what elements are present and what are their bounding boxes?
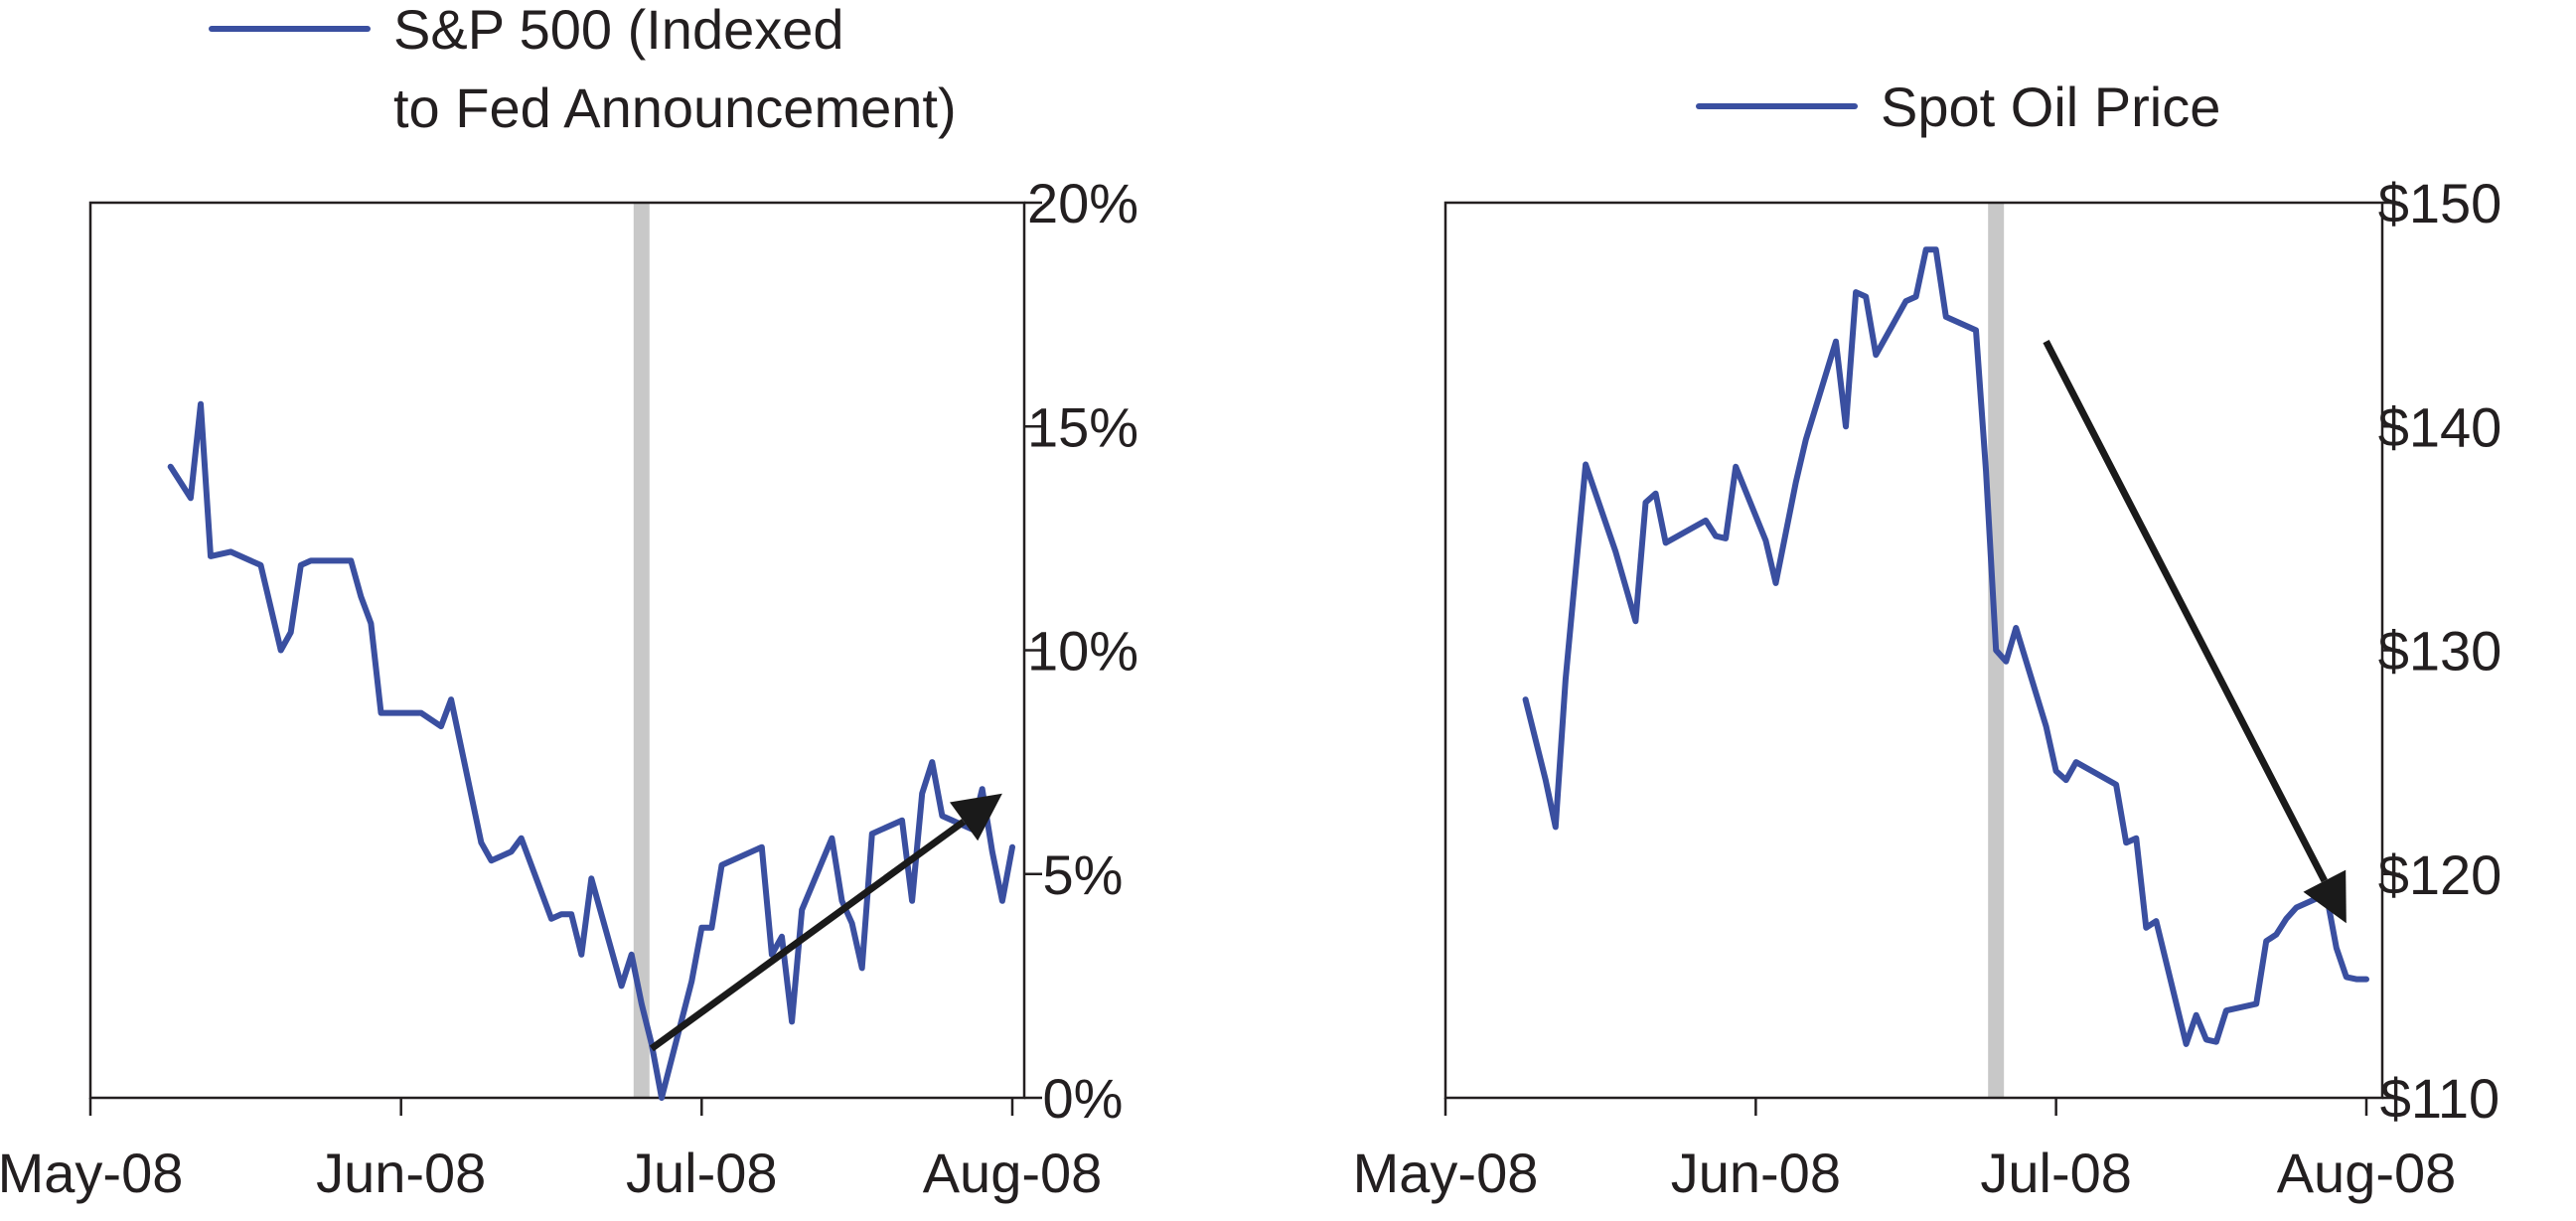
y-tick-label: $120 xyxy=(2378,843,2502,906)
y-tick-label: 20% xyxy=(1027,172,1138,234)
legend: S&P 500 (Indexed to Fed Announcement) xyxy=(209,0,957,139)
y-tick-label: $150 xyxy=(2378,172,2502,234)
event-band xyxy=(633,203,650,1098)
legend-label: Spot Oil Price xyxy=(1881,76,2220,138)
trend-arrow-head xyxy=(950,793,1002,841)
sp500-chart: S&P 500 (Indexed to Fed Announcement) 0%… xyxy=(0,0,1138,1204)
legend-label-line-2: to Fed Announcement) xyxy=(393,76,957,139)
x-tick-label: Jul-08 xyxy=(1980,1142,2132,1204)
plot-frame xyxy=(88,201,1026,1100)
y-tick-label: $140 xyxy=(2378,395,2502,458)
trend-arrow-shaft xyxy=(2043,340,2328,883)
x-tick-label: May-08 xyxy=(1353,1142,1539,1204)
trend-arrow-head xyxy=(2303,869,2347,924)
x-tick-label: Jun-08 xyxy=(316,1142,486,1204)
y-tick-label: $130 xyxy=(2378,620,2502,683)
legend-label-line-1: S&P 500 (Indexed xyxy=(393,0,844,61)
plot-area: 0% 5% 10% 15% 20% May-08 Jun-08 Jul-08 Aug-08 xyxy=(0,172,1138,1204)
x-tick-label: Aug-08 xyxy=(2277,1142,2457,1204)
x-tick-label: May-08 xyxy=(0,1142,183,1204)
x-tick-label: Jun-08 xyxy=(1671,1142,1841,1204)
series-line xyxy=(1522,246,2369,1047)
plot-frame xyxy=(1443,201,2384,1100)
oil-price-chart: Spot Oil Price $110 $120 $130 $140 $150 May-0… xyxy=(1353,76,2502,1204)
series-line xyxy=(167,400,1015,1101)
x-tick-label: Aug-08 xyxy=(923,1142,1103,1204)
y-tick-label: 15% xyxy=(1027,395,1138,458)
y-tick-label: $110 xyxy=(2380,1067,2500,1130)
legend: Spot Oil Price xyxy=(1696,76,2220,138)
y-tick-label: 5% xyxy=(1043,843,1124,906)
x-tick-label: Jul-08 xyxy=(626,1142,778,1204)
y-tick-label: 0% xyxy=(1043,1067,1124,1130)
trend-arrow-shaft xyxy=(649,819,967,1052)
plot-area: $110 $120 $130 $140 $150 May-08 Jun-08 Jul-08 Au… xyxy=(1353,172,2502,1204)
y-tick-label: 10% xyxy=(1027,620,1138,683)
